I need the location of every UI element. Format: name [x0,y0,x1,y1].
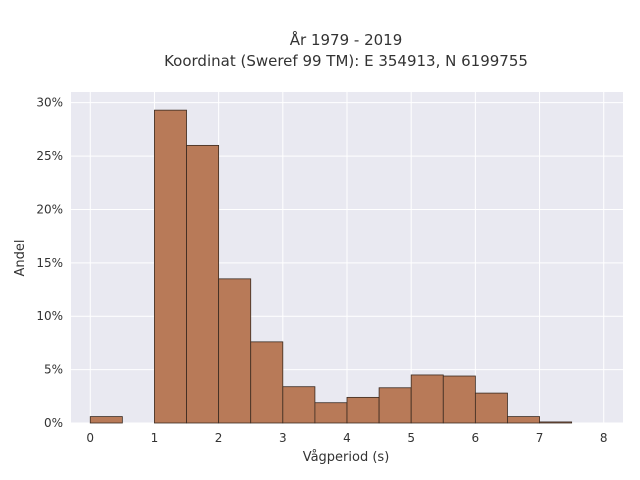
x-axis-label: Vågperiod (s) [303,450,390,465]
y-tick-label: 20% [36,202,63,216]
histogram-bar [250,341,284,424]
y-tick-label: 0% [44,416,63,430]
y-tick-label: 30% [36,96,63,110]
x-tick-label: 2 [215,431,223,445]
chart-subtitle: Koordinat (Sweref 99 TM): E 354913, N 61… [164,52,528,70]
histogram-bar [378,387,412,424]
chart-title: År 1979 - 2019 [290,30,403,49]
x-tick-label: 5 [407,431,415,445]
x-axis-ticks: 0 1 2 3 4 5 6 7 8 [86,431,607,445]
histogram-bar [346,396,380,424]
x-tick-label: 0 [86,431,94,445]
y-tick-label: 10% [36,309,63,323]
x-tick-label: 7 [536,431,544,445]
y-axis-label: Andel [13,240,28,277]
histogram-bar [154,109,187,424]
y-tick-label: 5% [44,363,63,377]
bars [89,109,573,424]
histogram-bar [218,278,252,424]
y-tick-label: 15% [36,256,63,270]
histogram-bar [314,402,348,424]
histogram-bar [474,392,508,424]
histogram-bar [442,375,476,424]
x-tick-label: 1 [151,431,159,445]
y-axis-ticks: 0% 5% 10% 15% 20% 25% 30% [36,96,63,430]
histogram-bar [89,416,123,424]
histogram-bar [410,374,444,424]
y-tick-label: 25% [36,149,63,163]
histogram-bar [507,416,540,424]
histogram-bar [539,421,573,424]
x-tick-label: 6 [472,431,480,445]
x-tick-label: 3 [279,431,287,445]
histogram-bar [282,386,316,424]
histogram-bar [186,144,220,424]
x-tick-label: 8 [600,431,608,445]
x-tick-label: 4 [343,431,351,445]
